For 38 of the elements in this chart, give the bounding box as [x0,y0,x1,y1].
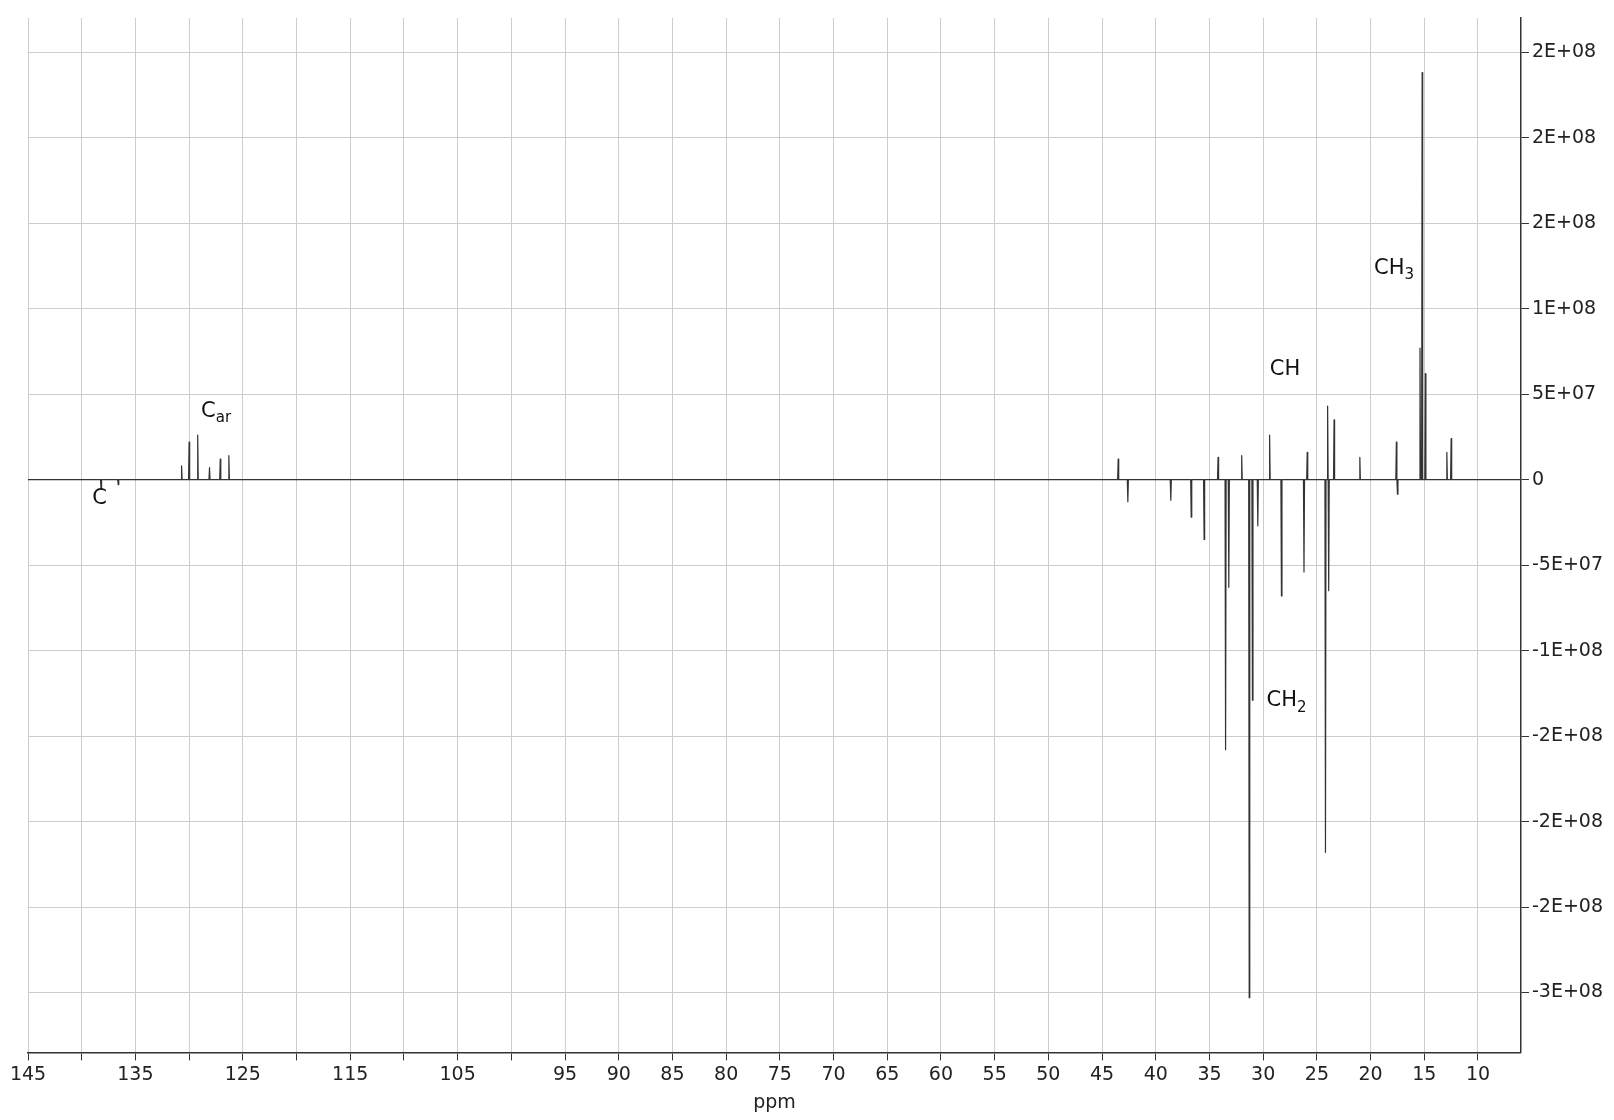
y-tick-label: -2E+08 [1531,808,1603,831]
x-tick-label: 75 [767,1061,792,1084]
y-tick-label: -2E+08 [1531,723,1603,746]
x-tick-label: 35 [1197,1061,1222,1084]
x-tick-label: 45 [1089,1061,1115,1084]
x-tick-label: 50 [1036,1061,1061,1084]
x-tick-label: 25 [1304,1061,1329,1084]
x-tick-label: 125 [224,1061,261,1084]
x-tick-label: 55 [982,1061,1007,1084]
y-tick-label: 2E+08 [1531,124,1597,147]
y-tick-label: 0 [1531,466,1545,489]
y-tick-label: -3E+08 [1531,979,1603,1002]
x-tick-label: 145 [9,1061,47,1084]
y-tick-label: 5E+07 [1531,381,1597,404]
x-tick-label: 65 [875,1061,900,1084]
x-tick-label: 15 [1412,1061,1437,1084]
y-tick-label: 1E+08 [1531,295,1597,318]
x-tick-label: 70 [821,1061,846,1084]
x-axis-title: ppm [753,1089,796,1112]
x-tick-label: 30 [1251,1061,1276,1084]
annotation: C [92,485,107,510]
x-tick-label: 10 [1465,1061,1491,1084]
x-tick-label: 95 [552,1061,578,1084]
x-tick-label: 40 [1143,1061,1168,1084]
x-tick-label: 85 [660,1061,685,1084]
x-tick-label: 20 [1358,1061,1383,1084]
y-tick-label: -5E+07 [1531,552,1603,575]
x-tick-label: 115 [332,1061,369,1084]
y-tick-label: 2E+08 [1531,39,1597,62]
y-tick-label: 2E+08 [1531,210,1597,233]
y-tick-label: -2E+08 [1531,894,1603,917]
x-tick-label: 135 [117,1061,154,1084]
y-tick-label: -1E+08 [1531,637,1603,660]
x-tick-label: 60 [928,1061,954,1084]
x-tick-label: 80 [714,1061,739,1084]
x-tick-label: 105 [439,1061,476,1084]
x-tick-label: 90 [606,1061,631,1084]
annotation: CH [1269,356,1301,381]
